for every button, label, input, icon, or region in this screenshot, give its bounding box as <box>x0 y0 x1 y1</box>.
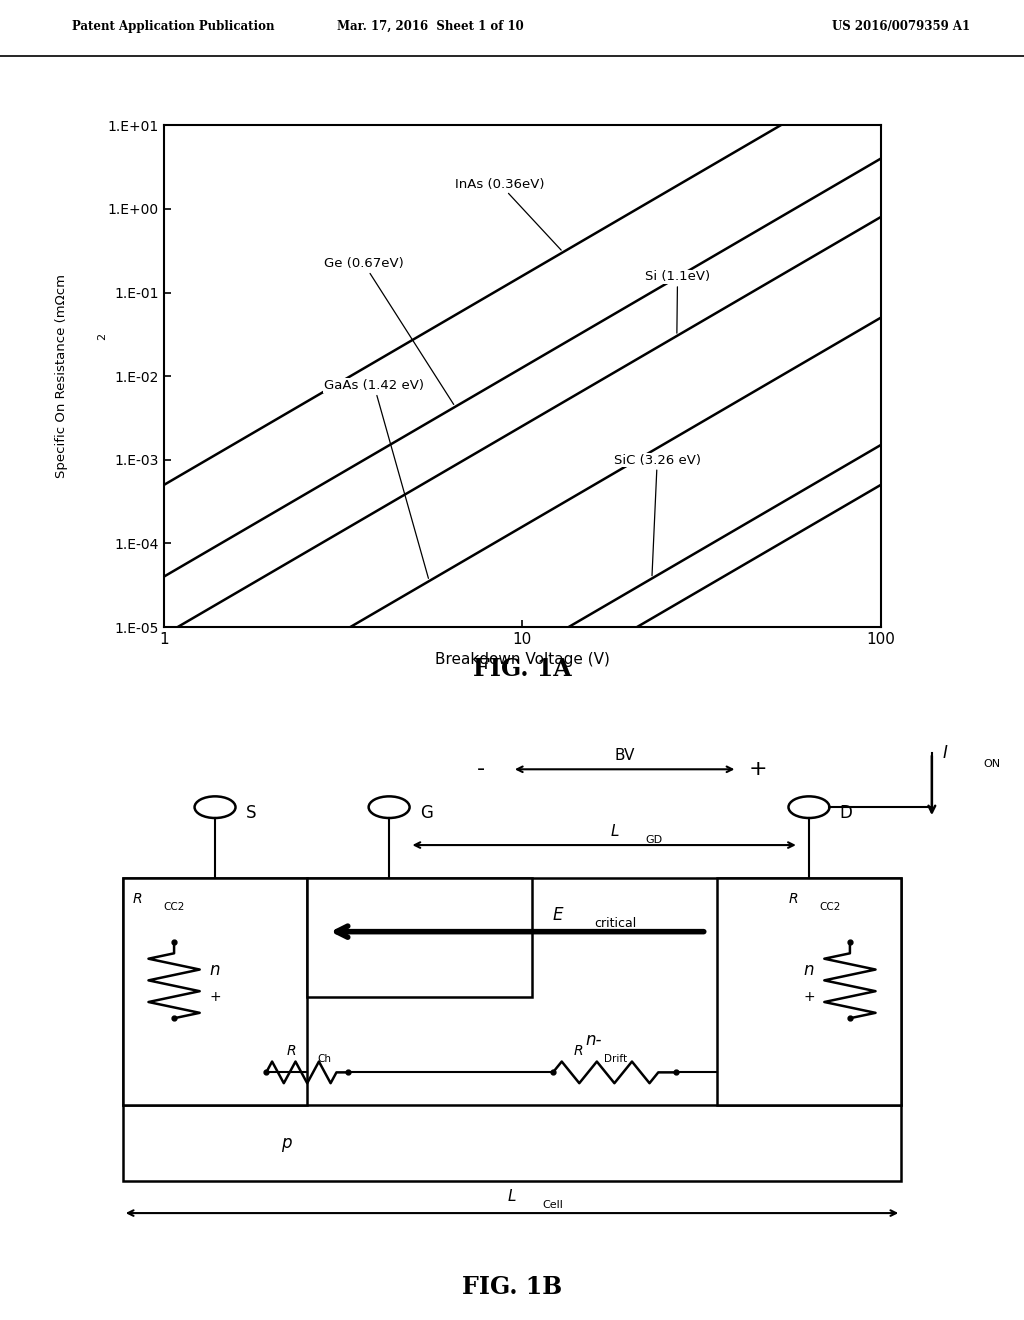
Text: R: R <box>133 892 142 907</box>
Text: R: R <box>573 1044 583 1057</box>
Text: n: n <box>210 961 220 978</box>
X-axis label: Breakdown Voltage (V): Breakdown Voltage (V) <box>435 652 609 668</box>
Text: CC2: CC2 <box>819 903 841 912</box>
Text: n: n <box>804 961 814 978</box>
Text: critical: critical <box>594 917 636 931</box>
Text: Ge (0.67eV): Ge (0.67eV) <box>325 257 454 404</box>
Text: L: L <box>508 1189 516 1204</box>
Bar <box>123 878 901 1180</box>
Text: R: R <box>287 1044 296 1057</box>
Text: 2: 2 <box>97 333 108 341</box>
Text: Drift: Drift <box>604 1053 628 1064</box>
Text: Mar. 17, 2016  Sheet 1 of 10: Mar. 17, 2016 Sheet 1 of 10 <box>337 20 523 33</box>
Text: n-: n- <box>586 1031 602 1049</box>
Text: E: E <box>553 907 563 924</box>
Bar <box>717 878 901 1105</box>
Text: p: p <box>282 1134 292 1152</box>
Text: +: + <box>803 990 815 1003</box>
Text: Si (1.1eV): Si (1.1eV) <box>645 271 710 333</box>
Text: +: + <box>749 759 767 779</box>
Text: Ch: Ch <box>317 1053 332 1064</box>
Text: InAs (0.36eV): InAs (0.36eV) <box>456 178 561 249</box>
Text: FIG. 1B: FIG. 1B <box>462 1275 562 1299</box>
Text: BV: BV <box>614 748 635 763</box>
Text: Cell: Cell <box>543 1200 563 1210</box>
Text: -: - <box>477 759 485 779</box>
Text: US 2016/0079359 A1: US 2016/0079359 A1 <box>833 20 970 33</box>
Text: +: + <box>209 990 221 1003</box>
Text: GD: GD <box>645 834 663 845</box>
Text: R: R <box>788 892 798 907</box>
Text: S: S <box>246 804 256 821</box>
Text: Specific On Resistance (mΩcm: Specific On Resistance (mΩcm <box>55 275 68 478</box>
Bar <box>307 878 532 997</box>
Text: FIG. 1A: FIG. 1A <box>473 657 571 681</box>
Text: Patent Application Publication: Patent Application Publication <box>72 20 274 33</box>
Text: CC2: CC2 <box>164 903 185 912</box>
Text: GaAs (1.42 eV): GaAs (1.42 eV) <box>325 379 428 578</box>
Bar <box>123 878 307 1105</box>
Text: L: L <box>610 824 618 840</box>
Text: D: D <box>840 804 853 821</box>
Text: SiC (3.26 eV): SiC (3.26 eV) <box>613 454 700 576</box>
Text: G: G <box>420 804 433 821</box>
Text: ON: ON <box>983 759 1000 768</box>
Text: I: I <box>942 744 947 762</box>
